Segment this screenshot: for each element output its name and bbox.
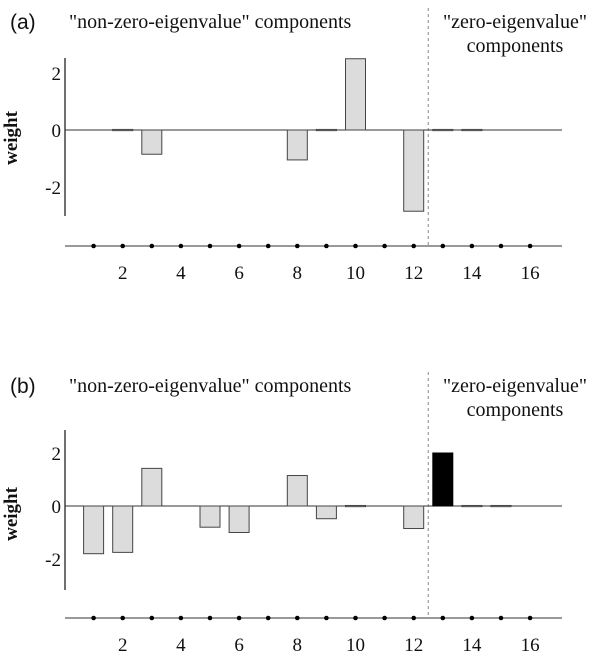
x-tick-label: 2 — [118, 263, 128, 284]
bar-component-8 — [286, 129, 308, 161]
x-dot-marker — [178, 243, 184, 249]
x-tick-label: 10 — [346, 263, 365, 284]
chart-panel-a: (a) "non-zero-eigenvalue" components "zero… — [1, 8, 587, 284]
zero-group-label: "zero-eigenvalue" — [443, 375, 587, 397]
nonzero-group-label: "non-zero-eigenvalue" components — [69, 11, 352, 33]
x-dot-marker — [295, 243, 300, 249]
x-dot-marker — [498, 243, 504, 249]
x-dot-marker — [498, 615, 504, 621]
x-dot-marker — [265, 615, 271, 621]
bar-component-15 — [490, 504, 512, 508]
bar-component-3 — [141, 129, 163, 155]
bar-component-9 — [315, 505, 337, 520]
x-tick-label: 16 — [521, 263, 540, 284]
x-dot-marker — [295, 615, 300, 621]
bar-component-12 — [403, 505, 425, 530]
x-dot-marker — [353, 615, 358, 621]
x-dot-marker — [236, 615, 242, 621]
zero-group-label-line2: components — [467, 399, 564, 421]
x-dot-marker — [382, 615, 387, 621]
bar-component-8 — [286, 475, 308, 507]
bar-component-1 — [83, 505, 105, 555]
y-tick-label: -2 — [45, 550, 61, 571]
y-axis-title: weight — [1, 486, 22, 541]
x-tick-label: 6 — [234, 263, 244, 284]
x-tick-label: 14 — [462, 635, 482, 656]
x-dot-marker — [440, 615, 446, 621]
x-tick-label: 8 — [293, 635, 303, 656]
x-tick-label: 4 — [176, 263, 186, 284]
x-tick-label: 12 — [404, 635, 423, 656]
zero-group-label: "zero-eigenvalue" — [443, 11, 587, 33]
bar-component-10 — [345, 58, 366, 131]
bar-component-14 — [461, 128, 483, 132]
bar-component-6 — [228, 505, 250, 533]
y-axis-title: weight — [1, 110, 22, 165]
x-tick-label: 14 — [462, 263, 482, 284]
x-dot-marker — [382, 243, 387, 249]
x-dot-marker — [149, 615, 155, 621]
x-dot-marker — [469, 243, 475, 249]
x-tick-label: 2 — [118, 635, 128, 656]
x-dot-marker — [324, 615, 329, 621]
bar-component-13 — [432, 452, 454, 507]
x-dot-marker — [207, 615, 213, 621]
panel-label: (a) — [10, 11, 36, 34]
x-dot-marker — [411, 243, 417, 249]
panel-label: (b) — [10, 375, 36, 398]
x-tick-label: 8 — [293, 263, 303, 284]
y-tick-label: 2 — [52, 64, 62, 85]
bar-component-10 — [345, 504, 366, 508]
y-tick-label: -2 — [45, 178, 61, 199]
x-dot-marker — [411, 615, 417, 621]
zero-group-label-line2: components — [467, 35, 564, 57]
bar-component-9 — [315, 128, 337, 132]
x-tick-label: 12 — [404, 263, 423, 284]
chart-panel-b: (b) "non-zero-eigenvalue" components "zero… — [1, 372, 587, 656]
x-dot-marker — [120, 615, 125, 621]
x-dot-marker — [324, 243, 329, 249]
x-dot-marker — [527, 615, 533, 621]
y-tick-label: 2 — [52, 444, 62, 465]
x-tick-label: 4 — [176, 635, 186, 656]
nonzero-group-label: "non-zero-eigenvalue" components — [69, 375, 352, 397]
x-dot-marker — [91, 615, 96, 621]
y-tick-label: 0 — [52, 121, 62, 142]
x-dot-marker — [527, 243, 533, 249]
bar-component-2 — [112, 505, 134, 553]
x-dot-marker — [236, 243, 242, 249]
bar-component-5 — [199, 505, 221, 528]
bar-component-12 — [403, 129, 425, 212]
x-dot-marker — [353, 243, 358, 249]
x-dot-marker — [440, 243, 446, 249]
x-dot-marker — [120, 243, 125, 249]
bar-component-3 — [141, 467, 163, 507]
bar-component-14 — [461, 504, 483, 508]
bar-component-13 — [432, 128, 454, 132]
bar-component-2 — [112, 128, 134, 132]
x-tick-label: 6 — [234, 635, 244, 656]
x-dot-marker — [469, 615, 475, 621]
y-tick-label: 0 — [52, 497, 62, 518]
x-dot-marker — [149, 243, 155, 249]
x-dot-marker — [265, 243, 271, 249]
x-dot-marker — [207, 243, 213, 249]
x-tick-label: 16 — [521, 635, 540, 656]
x-dot-marker — [178, 615, 184, 621]
x-tick-label: 10 — [346, 635, 365, 656]
x-dot-marker — [91, 243, 96, 249]
